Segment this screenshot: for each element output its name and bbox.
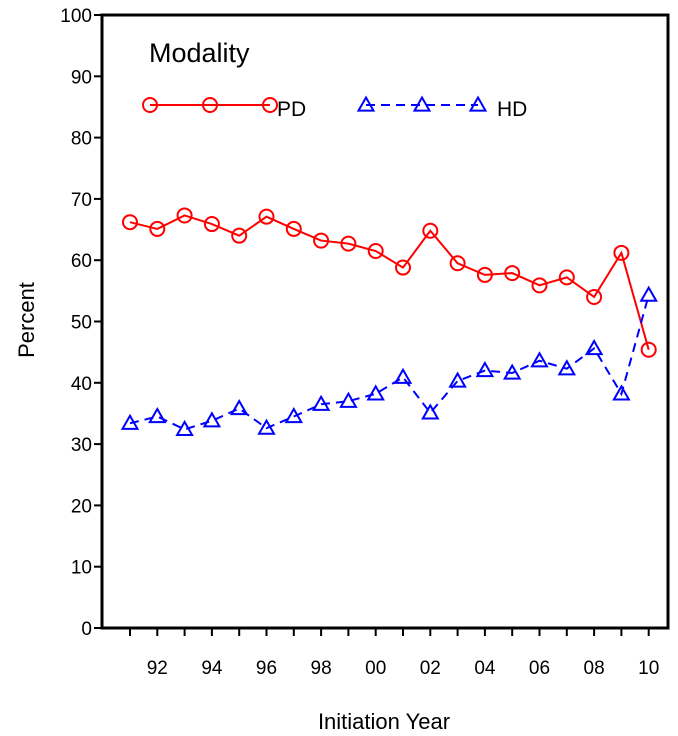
y-tick-label: 50 <box>71 313 92 334</box>
data-point-pd <box>449 255 466 272</box>
x-tick-label: 00 <box>365 658 386 679</box>
data-point-hd <box>229 399 249 416</box>
x-tick-label: 92 <box>147 658 168 679</box>
legend-label-pd: PD <box>277 98 306 121</box>
series-layer <box>120 207 658 437</box>
y-tick-label: 10 <box>71 558 92 579</box>
data-point-pd <box>504 265 521 282</box>
x-axis-title: Initiation Year <box>318 709 450 734</box>
data-point-hd <box>557 359 577 376</box>
series-line-pd <box>129 214 650 350</box>
plot-frame <box>100 13 670 630</box>
legend-marker-pd <box>202 97 218 113</box>
legend-marker-pd <box>142 97 158 113</box>
legend-marker-hd <box>412 95 432 112</box>
y-tick-label: 20 <box>71 496 92 517</box>
data-point-hd <box>120 413 140 430</box>
legend-title: Modality <box>149 38 250 68</box>
legend-marker-hd <box>468 95 488 112</box>
legend-marker-pd <box>262 97 278 113</box>
legend: Modality PD HD <box>142 38 527 121</box>
data-point-pd <box>313 232 330 249</box>
data-point-hd <box>148 406 167 424</box>
axes: 0 10 20 30 40 50 60 70 80 90 100 92 94 96 98 00 02 04 06 08… <box>60 6 670 679</box>
y-axis-title: Percent <box>14 282 39 358</box>
data-point-pd <box>613 244 630 261</box>
data-point-pd <box>640 341 657 358</box>
y-tick-label: 0 <box>81 619 92 640</box>
x-tick-label: 96 <box>256 658 277 679</box>
x-tick-label: 98 <box>311 658 332 679</box>
y-tick-label: 100 <box>60 6 92 27</box>
data-point-pd <box>231 227 248 244</box>
x-tick-label: 08 <box>584 658 605 679</box>
data-point-hd <box>612 384 631 401</box>
x-tick-label: 94 <box>201 658 223 679</box>
data-point-hd <box>421 403 440 420</box>
data-point-hd <box>448 371 467 388</box>
data-point-pd <box>122 214 138 231</box>
data-point-pd <box>476 266 493 283</box>
data-point-hd <box>311 394 331 411</box>
x-tick-label: 06 <box>529 658 550 679</box>
x-tick-label: 04 <box>474 658 496 679</box>
legend-label-hd: HD <box>497 98 527 121</box>
series-hd <box>120 285 658 437</box>
data-point-pd <box>340 235 357 252</box>
y-tick-label: 70 <box>71 190 92 211</box>
data-point-pd <box>285 220 302 237</box>
data-point-hd <box>284 406 304 424</box>
legend-entry-hd: HD <box>356 95 527 121</box>
data-point-hd <box>175 419 194 437</box>
data-point-pd <box>422 222 439 239</box>
data-point-hd <box>257 418 276 435</box>
y-tick-label: 30 <box>71 435 92 456</box>
data-point-hd <box>339 391 358 408</box>
x-tick-label: 10 <box>638 658 659 679</box>
data-point-hd <box>393 367 413 384</box>
legend-entry-pd: PD <box>142 97 306 121</box>
y-tick-label: 60 <box>71 251 92 272</box>
data-point-pd <box>258 208 275 225</box>
data-point-pd <box>203 216 220 233</box>
data-point-pd <box>395 259 411 276</box>
data-point-pd <box>367 243 384 260</box>
y-tick-label: 80 <box>71 129 92 150</box>
x-tick-label: 02 <box>420 658 441 679</box>
data-point-hd <box>530 351 549 368</box>
data-point-hd <box>366 384 385 401</box>
data-point-pd <box>176 207 193 224</box>
data-point-pd <box>531 277 548 294</box>
data-point-pd <box>586 288 603 305</box>
data-point-hd <box>584 338 604 356</box>
data-point-hd <box>202 411 222 428</box>
series-line-hd <box>129 294 650 431</box>
y-tick-label: 90 <box>71 67 92 88</box>
data-point-hd <box>475 361 495 378</box>
data-point-hd <box>502 363 522 380</box>
y-tick-label: 40 <box>71 374 92 395</box>
data-point-hd <box>639 285 658 302</box>
data-point-pd <box>149 220 166 237</box>
data-point-pd <box>558 269 575 286</box>
series-pd <box>122 207 657 358</box>
legend-marker-hd <box>356 95 376 112</box>
